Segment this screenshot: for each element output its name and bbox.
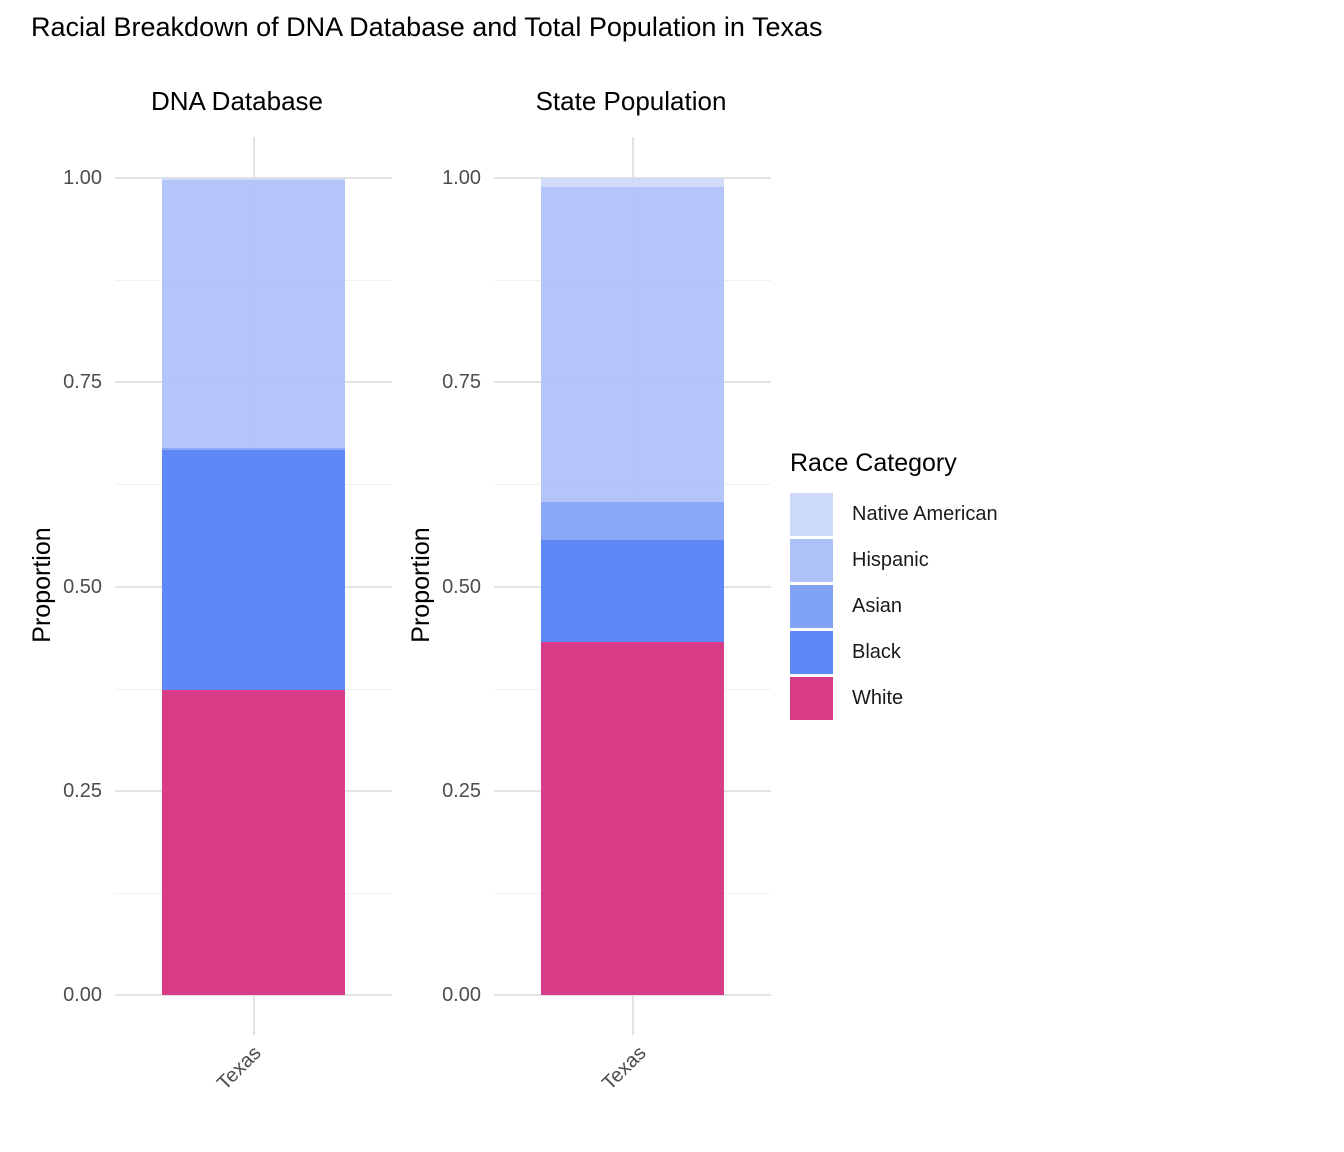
plot-panel-state-population: 1.00 0.75 0.50 0.25 0.00 <box>442 137 771 1035</box>
legend-label: Hispanic <box>852 549 929 571</box>
chart-title: Racial Breakdown of DNA Database and Tot… <box>31 12 823 42</box>
y-tick-label: 0.75 <box>442 371 481 394</box>
stacked-bar-texas <box>162 178 345 995</box>
x-tick-label-left: Texas <box>213 1042 266 1095</box>
panel-title-state-population: State Population <box>535 86 727 116</box>
y-tick-label: 0.75 <box>63 371 102 394</box>
legend-swatch-asian <box>790 585 833 628</box>
y-tick-label: 0.00 <box>442 984 481 1006</box>
legend-row-black: Black <box>790 631 998 674</box>
legend-label: Black <box>852 641 901 663</box>
legend-title: Race Category <box>790 449 957 477</box>
y-tick-label: 0.00 <box>63 984 102 1006</box>
legend: Race Category Native American Hispanic A… <box>790 449 998 723</box>
y-tick-label: 1.00 <box>442 167 481 189</box>
legend-label: White <box>852 687 904 709</box>
legend-row-white: White <box>790 677 998 720</box>
legend-swatch-hispanic <box>790 539 833 582</box>
legend-swatch-native-american <box>790 493 833 536</box>
bar-segment-hispanic <box>541 186 724 503</box>
y-tick-label: 0.25 <box>63 779 102 802</box>
legend-label: Native American <box>852 503 998 525</box>
bar-segment-black <box>162 450 345 691</box>
y-tick-label: 0.50 <box>63 575 102 598</box>
y-tick-label: 1.00 <box>63 167 102 189</box>
bar-segment-black <box>541 539 724 643</box>
bar-segment-white <box>541 642 724 995</box>
legend-row-asian: Asian <box>790 585 998 628</box>
y-tick-label: 0.25 <box>442 779 481 802</box>
legend-row-hispanic: Hispanic <box>790 539 998 582</box>
bar-segment-asian <box>541 502 724 540</box>
bar-segment-hispanic <box>162 179 345 448</box>
panel-title-dna-database: DNA Database <box>151 86 323 116</box>
bar-segment-native-american <box>541 178 724 187</box>
legend-swatch-black <box>790 631 833 674</box>
legend-swatch-white <box>790 677 833 720</box>
bar-segment-asian <box>162 447 345 451</box>
stacked-bar-texas <box>541 178 724 995</box>
bar-segment-white <box>162 690 345 995</box>
y-tick-label: 0.50 <box>442 575 481 598</box>
legend-row-native-american: Native American <box>790 493 998 536</box>
bar-segment-native-american <box>162 178 345 180</box>
plot-panel-dna-database: 1.00 0.75 0.50 0.25 0.00 <box>63 137 392 1035</box>
legend-label: Asian <box>852 595 903 617</box>
x-tick-label-right: Texas <box>598 1042 651 1095</box>
